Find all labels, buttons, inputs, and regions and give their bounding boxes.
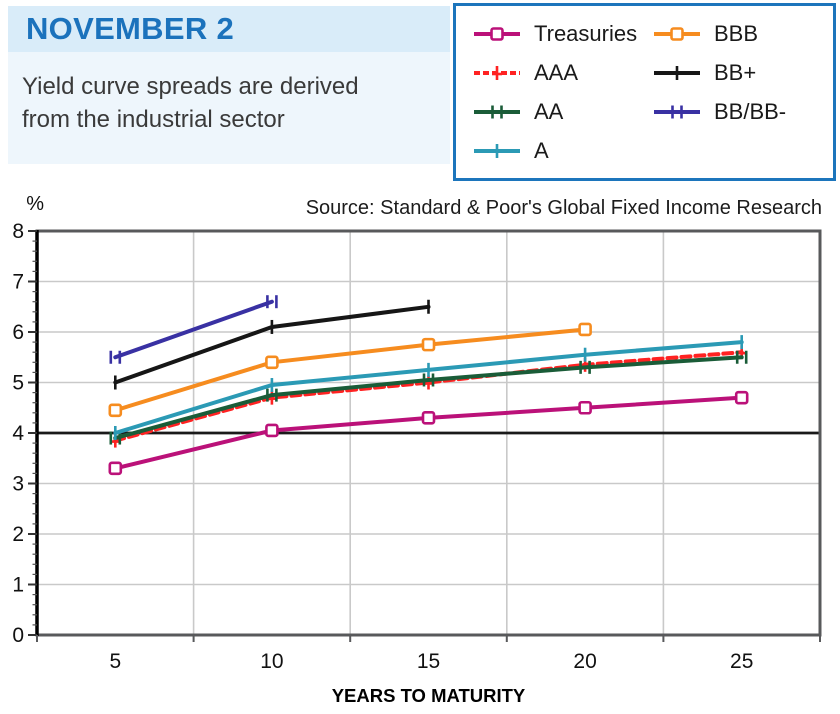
- svg-text:20: 20: [573, 650, 596, 673]
- legend-swatch-Treasuries: [474, 26, 520, 41]
- legend-swatch-A: [474, 143, 520, 158]
- svg-text:3: 3: [12, 473, 24, 496]
- series-BBB: [108, 322, 592, 418]
- legend-column-right: BBB BB+ BB/BB-: [652, 14, 786, 131]
- svg-text:10: 10: [260, 650, 283, 673]
- legend-label: BB/BB-: [714, 98, 787, 124]
- chart-subtitle: Yield curve spreads are derived from the …: [8, 52, 450, 136]
- legend-label: Treasuries: [534, 20, 638, 46]
- legend-column-left: Treasuries AAA AA A: [472, 14, 637, 170]
- legend-item-AA: AA: [472, 92, 637, 131]
- page-title: NOVEMBER 2: [26, 11, 234, 46]
- series-BB/BB-: [109, 295, 278, 364]
- header-strip: NOVEMBER 2: [8, 6, 450, 52]
- legend-swatch-BBB: [654, 26, 700, 41]
- legend-item-BB+: BB+: [652, 53, 786, 92]
- series-BB+: [113, 299, 431, 390]
- legend-label: AA: [534, 98, 564, 124]
- legend-swatch-AA: [474, 105, 520, 118]
- svg-text:5: 5: [12, 372, 24, 395]
- subtitle-line-2: from the industrial sector: [22, 106, 285, 133]
- svg-text:0: 0: [12, 624, 24, 647]
- subtitle-line-1: Yield curve spreads are derived: [22, 73, 359, 100]
- legend-swatch-AAA: [474, 65, 520, 80]
- series-AA: [109, 350, 748, 445]
- svg-text:25: 25: [730, 650, 753, 673]
- legend-item-BB/BB-: BB/BB-: [652, 92, 786, 131]
- legend-label: AAA: [534, 59, 579, 85]
- series-Treasuries: [108, 390, 749, 476]
- svg-text:5: 5: [109, 650, 121, 673]
- svg-text:8: 8: [12, 220, 24, 243]
- legend-item-AAA: AAA: [472, 53, 637, 92]
- svg-text:1: 1: [12, 574, 24, 597]
- legend: Treasuries AAA AA A BBB BB+ BB/BB-: [453, 3, 836, 181]
- source-note: Source: Standard & Poor's Global Fixed I…: [305, 197, 822, 219]
- svg-text:%: %: [26, 193, 44, 215]
- legend-label: A: [534, 137, 549, 163]
- svg-text:4: 4: [12, 422, 24, 445]
- legend-item-A: A: [472, 131, 637, 170]
- svg-text:6: 6: [12, 321, 24, 344]
- subtitle-strip: Yield curve spreads are derived from the …: [8, 52, 450, 164]
- legend-label: BBB: [714, 20, 759, 46]
- svg-text:7: 7: [12, 271, 24, 294]
- legend-item-Treasuries: Treasuries: [472, 14, 637, 53]
- svg-text:2: 2: [12, 523, 24, 546]
- legend-item-BBB: BBB: [652, 14, 786, 53]
- series-A: [113, 335, 744, 440]
- legend-swatch-BB/BB-: [654, 105, 700, 118]
- legend-label: BB+: [714, 59, 757, 85]
- svg-text:15: 15: [417, 650, 440, 673]
- legend-swatch-BB+: [654, 65, 700, 80]
- svg-text:YEARS TO MATURITY: YEARS TO MATURITY: [332, 685, 526, 706]
